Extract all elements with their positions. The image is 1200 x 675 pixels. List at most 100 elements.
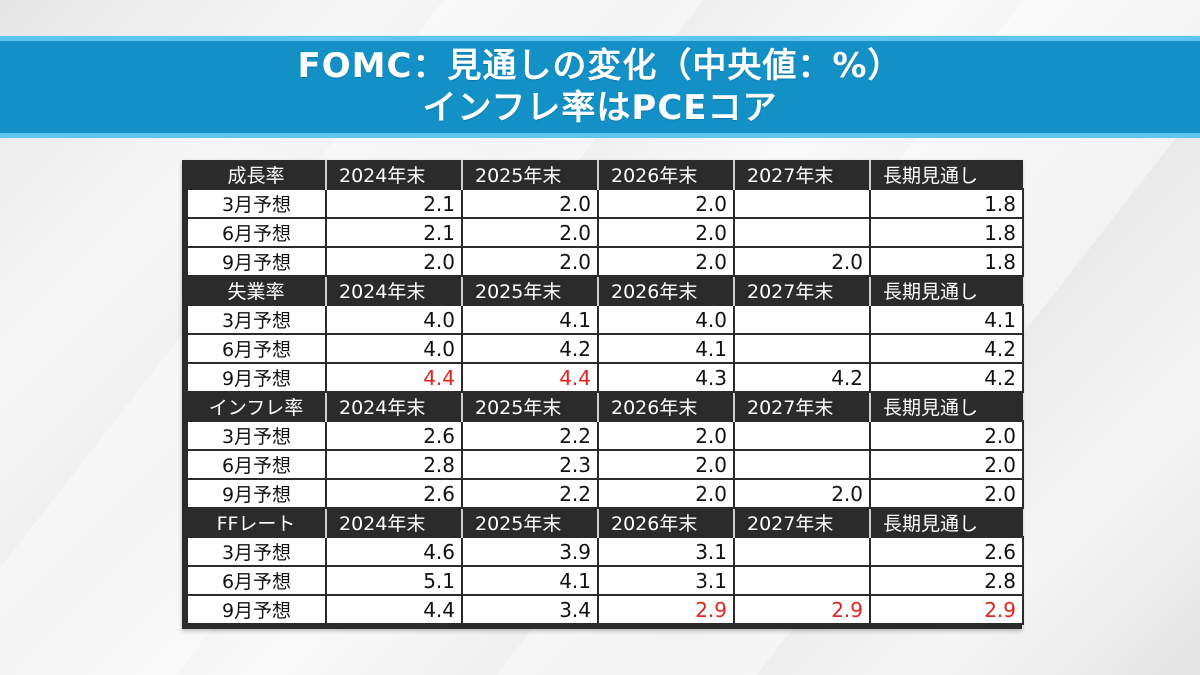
value-cell: 2.0 xyxy=(597,449,735,480)
table-row: 6月予想 4.0 4.2 4.1 4.2 xyxy=(186,333,1024,364)
value-cell: 4.0 xyxy=(325,333,463,364)
value-cell: 2.0 xyxy=(461,188,599,219)
value-cell: 2.6 xyxy=(325,420,463,451)
value-cell: 4.4 xyxy=(325,362,463,393)
value-cell: 2.0 xyxy=(597,217,735,248)
table-row: 9月予想 4.4 4.4 4.3 4.2 4.2 xyxy=(186,362,1024,393)
section-label: 成長率 xyxy=(187,160,326,189)
row-label: 3月予想 xyxy=(186,188,327,219)
section-label: 失業率 xyxy=(187,276,326,305)
table-row: 6月予想 2.1 2.0 2.0 1.8 xyxy=(186,217,1024,248)
value-cell: 2.2 xyxy=(461,478,599,509)
column-header: 2025年末 xyxy=(461,508,598,537)
row-label: 3月予想 xyxy=(186,536,327,567)
value-cell: 3.9 xyxy=(461,536,599,567)
value-cell: 2.0 xyxy=(869,449,1024,480)
value-cell: 2.9 xyxy=(733,594,871,625)
value-cell: 4.1 xyxy=(869,304,1024,335)
column-header: 2026年末 xyxy=(597,392,734,421)
value-cell: 4.4 xyxy=(325,594,463,625)
value-cell: 2.0 xyxy=(325,246,463,277)
title-line-1: FOMC：見通しの変化（中央値：%） xyxy=(297,46,903,86)
value-cell: 2.0 xyxy=(461,217,599,248)
value-cell: 4.6 xyxy=(325,536,463,567)
column-header: 2025年末 xyxy=(461,160,598,189)
value-cell: 4.0 xyxy=(597,304,735,335)
row-label: 6月予想 xyxy=(186,449,327,480)
column-header: 2025年末 xyxy=(461,276,598,305)
table-row: 9月予想 2.6 2.2 2.0 2.0 2.0 xyxy=(186,478,1024,509)
table-row: 9月予想 4.4 3.4 2.9 2.9 2.9 xyxy=(186,594,1024,625)
value-cell: 4.0 xyxy=(325,304,463,335)
value-cell: 2.9 xyxy=(869,594,1024,625)
row-label: 3月予想 xyxy=(186,304,327,335)
value-cell: 4.1 xyxy=(597,333,735,364)
value-cell: 4.1 xyxy=(461,304,599,335)
section-label: インフレ率 xyxy=(187,392,326,421)
value-cell xyxy=(733,304,871,335)
value-cell: 2.0 xyxy=(869,478,1024,509)
value-cell xyxy=(733,449,871,480)
table-row: 3月予想 4.0 4.1 4.0 4.1 xyxy=(186,304,1024,335)
value-cell: 2.0 xyxy=(733,246,871,277)
section-label: FFレート xyxy=(187,508,326,537)
row-label: 9月予想 xyxy=(186,478,327,509)
column-header: 2027年末 xyxy=(733,508,870,537)
value-cell: 4.2 xyxy=(461,333,599,364)
value-cell: 1.8 xyxy=(869,188,1024,219)
column-header: 2026年末 xyxy=(597,160,734,189)
value-cell: 2.0 xyxy=(869,420,1024,451)
table-row: 3月予想 2.1 2.0 2.0 1.8 xyxy=(186,188,1024,219)
row-label: 6月予想 xyxy=(186,217,327,248)
column-header: 2027年末 xyxy=(733,276,870,305)
section-header-row: 成長率 2024年末 2025年末 2026年末 2027年末 長期見通し xyxy=(187,160,1023,189)
value-cell: 2.8 xyxy=(325,449,463,480)
title-banner: FOMC：見通しの変化（中央値：%） インフレ率はPCEコア xyxy=(0,36,1200,138)
value-cell: 2.0 xyxy=(597,420,735,451)
table-row: 6月予想 5.1 4.1 3.1 2.8 xyxy=(186,565,1024,596)
section-header-row: 失業率 2024年末 2025年末 2026年末 2027年末 長期見通し xyxy=(187,276,1023,305)
column-header: 長期見通し xyxy=(869,508,1023,537)
row-label: 3月予想 xyxy=(186,420,327,451)
value-cell: 2.3 xyxy=(461,449,599,480)
value-cell: 2.0 xyxy=(733,478,871,509)
fomc-forecast-table: 成長率 2024年末 2025年末 2026年末 2027年末 長期見通し 3月予想 2.1 2… xyxy=(186,160,1024,625)
value-cell: 2.6 xyxy=(325,478,463,509)
row-label: 6月予想 xyxy=(186,333,327,364)
value-cell: 2.0 xyxy=(597,246,735,277)
value-cell xyxy=(733,565,871,596)
section-header-row: FFレート 2024年末 2025年末 2026年末 2027年末 長期見通し xyxy=(187,508,1023,537)
section-header-row: インフレ率 2024年末 2025年末 2026年末 2027年末 長期見通し xyxy=(187,392,1023,421)
table-row: 6月予想 2.8 2.3 2.0 2.0 xyxy=(186,449,1024,480)
value-cell xyxy=(733,217,871,248)
value-cell: 2.0 xyxy=(597,188,735,219)
row-label: 9月予想 xyxy=(186,246,327,277)
value-cell: 2.8 xyxy=(869,565,1024,596)
value-cell: 4.2 xyxy=(869,333,1024,364)
value-cell: 2.9 xyxy=(597,594,735,625)
column-header: 2024年末 xyxy=(325,160,462,189)
value-cell: 4.1 xyxy=(461,565,599,596)
table-row: 3月予想 2.6 2.2 2.0 2.0 xyxy=(186,420,1024,451)
column-header: 長期見通し xyxy=(869,160,1023,189)
value-cell: 3.4 xyxy=(461,594,599,625)
column-header: 2026年末 xyxy=(597,508,734,537)
column-header: 2025年末 xyxy=(461,392,598,421)
row-label: 9月予想 xyxy=(186,362,327,393)
column-header: 長期見通し xyxy=(869,276,1023,305)
value-cell: 2.0 xyxy=(461,246,599,277)
value-cell: 4.3 xyxy=(597,362,735,393)
column-header: 長期見通し xyxy=(869,392,1023,421)
value-cell: 2.1 xyxy=(325,217,463,248)
value-cell xyxy=(733,333,871,364)
forecast-table-container: 成長率 2024年末 2025年末 2026年末 2027年末 長期見通し 3月予想 2.1 2… xyxy=(182,160,1024,629)
value-cell: 4.2 xyxy=(869,362,1024,393)
column-header: 2024年末 xyxy=(325,508,462,537)
value-cell: 1.8 xyxy=(869,217,1024,248)
value-cell: 4.4 xyxy=(461,362,599,393)
value-cell xyxy=(733,420,871,451)
value-cell: 2.0 xyxy=(597,478,735,509)
row-label: 9月予想 xyxy=(186,594,327,625)
value-cell: 5.1 xyxy=(325,565,463,596)
value-cell xyxy=(733,188,871,219)
